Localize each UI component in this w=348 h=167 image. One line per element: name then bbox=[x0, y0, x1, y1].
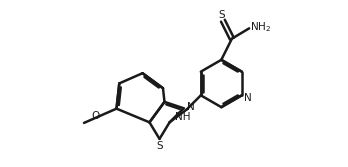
Text: O: O bbox=[92, 111, 100, 121]
Text: N: N bbox=[244, 93, 252, 103]
Text: N: N bbox=[187, 102, 195, 112]
Text: S: S bbox=[219, 11, 225, 21]
Text: S: S bbox=[156, 141, 163, 151]
Text: NH$_2$: NH$_2$ bbox=[251, 20, 271, 34]
Text: NH: NH bbox=[175, 112, 191, 122]
